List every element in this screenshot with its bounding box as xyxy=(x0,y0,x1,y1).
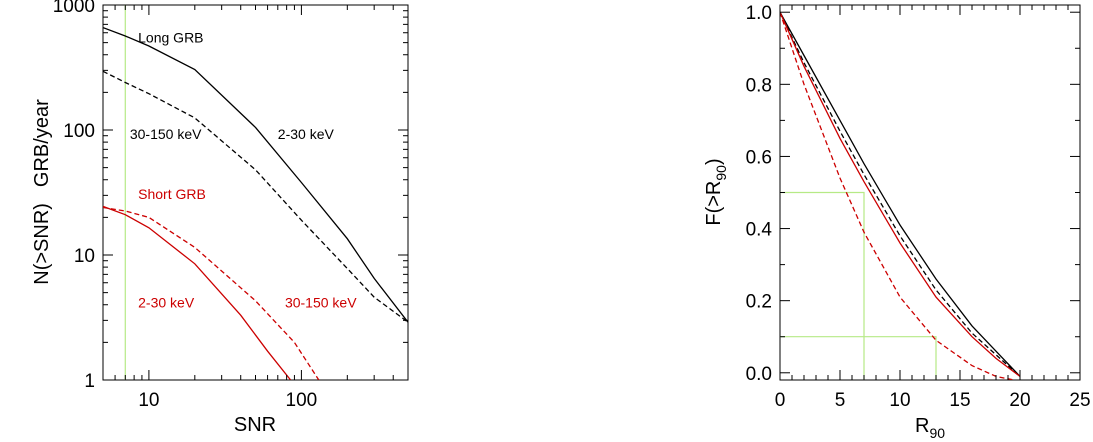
right-y-tick-label-4: 0.8 xyxy=(746,75,772,96)
right-series-3 xyxy=(780,11,1015,380)
right-x-tick-label-2: 10 xyxy=(889,390,910,411)
right-x-tick-label-0: 0 xyxy=(775,390,786,411)
right-series-0 xyxy=(780,11,1021,377)
chart-snr-distribution: 10 100 1 10 100 1000 Long GRB 30-150 keV 2-30 k… xyxy=(31,0,409,436)
left-series-0 xyxy=(103,26,408,323)
chart-radius-distribution: 0 5 10 15 20 25 0.0 0.2 0.4 0.6 0.8 1.0 R90 F(>R90) xyxy=(703,3,1091,441)
left-series-1 xyxy=(103,70,408,323)
right-y-tick-label-1: 0.2 xyxy=(746,292,772,313)
right-y-tick-label-3: 0.6 xyxy=(746,147,772,168)
y-axis-label-right: F(>R90) xyxy=(703,158,729,225)
right-guide-1 xyxy=(780,336,937,380)
left-annotation-3: Short GRB xyxy=(138,186,206,202)
left-annotation-4: 2-30 keV xyxy=(138,295,195,311)
left-series-2 xyxy=(103,205,292,380)
x-axis-label-left: SNR xyxy=(234,414,276,436)
left-y-tick-label-1: 10 xyxy=(74,246,95,267)
y-axis-label-left: N(>SNR)GRB/year xyxy=(31,99,53,285)
right-guide-0 xyxy=(780,191,865,380)
left-y-tick-label-3: 1000 xyxy=(53,0,95,17)
left-x-tick-label-1: 100 xyxy=(286,390,318,411)
right-x-tick-label-5: 25 xyxy=(1069,390,1090,411)
right-series-2 xyxy=(780,11,1021,377)
right-x-tick-label-1: 5 xyxy=(835,390,846,411)
left-annotation-1: 30-150 keV xyxy=(130,126,202,142)
right-y-tick-label-5: 1.0 xyxy=(746,3,772,24)
right-x-tick-label-4: 20 xyxy=(1009,390,1030,411)
left-y-tick-label-0: 1 xyxy=(84,371,95,392)
right-y-tick-label-0: 0.0 xyxy=(746,364,772,385)
left-y-tick-label-2: 100 xyxy=(63,121,95,142)
left-x-tick-label-0: 10 xyxy=(138,390,159,411)
right-y-tick-label-2: 0.4 xyxy=(746,220,773,241)
right-x-tick-label-3: 15 xyxy=(949,390,970,411)
left-annotation-2: 2-30 keV xyxy=(278,126,335,142)
x-axis-label-right: R90 xyxy=(915,415,945,441)
left-annotation-5: 30-150 keV xyxy=(285,295,357,311)
right-series-1 xyxy=(780,11,1021,377)
left-annotation-0: Long GRB xyxy=(138,30,203,46)
